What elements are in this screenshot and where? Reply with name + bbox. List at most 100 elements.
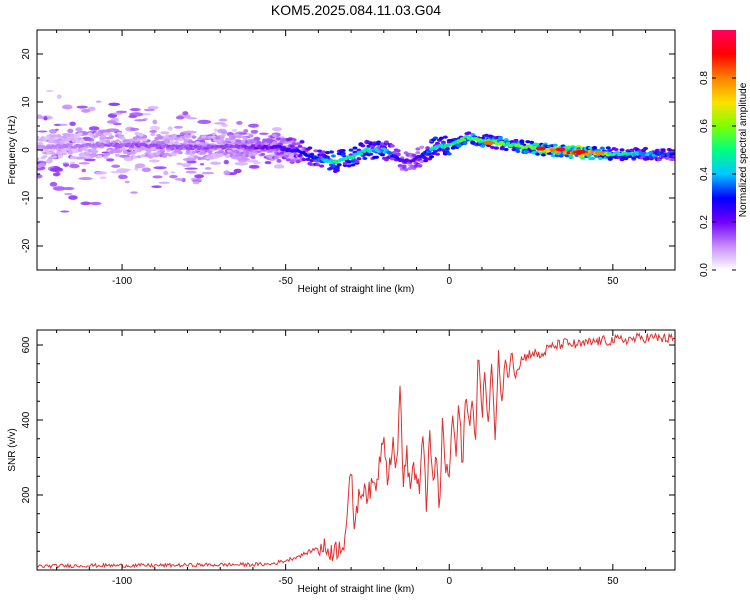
- spectrogram-noise-blob: [80, 201, 92, 206]
- spectrogram-ridge-blob: [317, 149, 323, 153]
- spectrogram-ridge-blob: [419, 159, 425, 164]
- spectrogram-ridge-blob: [446, 152, 452, 156]
- spectrogram-noise-blob: [210, 161, 221, 165]
- spectrogram-ridge-blob: [385, 155, 391, 160]
- spectrogram-ridge-blob: [352, 146, 358, 150]
- spectrogram-ridge-blob: [376, 142, 382, 146]
- spectrogram-ridge-blob: [177, 151, 183, 155]
- spectrogram-ridge-blob: [52, 155, 58, 159]
- spectrogram-noise-blob: [106, 120, 117, 124]
- spectrogram-ridge-blob: [109, 135, 115, 139]
- spectrogram-noise-blob: [160, 131, 170, 135]
- spectrogram-ridge-blob: [219, 150, 225, 154]
- spectrogram-noise-blob: [52, 172, 60, 177]
- spectrogram-ridge-blob: [38, 142, 44, 146]
- spectrogram-ridge-blob: [91, 152, 97, 157]
- spectrogram-noise-blob: [64, 192, 73, 196]
- spectrogram-ridge-blob: [132, 155, 138, 159]
- spectrogram-noise-blob: [167, 126, 173, 131]
- spectrogram-noise-blob: [185, 170, 197, 174]
- spectrogram-ridge-blob: [330, 164, 336, 168]
- spectrogram-noise-blob: [83, 158, 96, 162]
- spectrogram-ridge-blob: [566, 145, 572, 149]
- spectrogram-ridge-blob: [395, 149, 401, 153]
- spectrogram-noise-blob: [293, 152, 298, 155]
- spectrogram-ridge-blob: [207, 135, 213, 139]
- spectrogram-ridge-blob: [101, 134, 107, 139]
- spectrogram-ridge-blob: [438, 136, 444, 140]
- spectrogram-ridge-blob: [77, 132, 83, 136]
- spectrogram-noise-blob: [247, 123, 259, 128]
- spectrogram-ridge-blob: [342, 161, 348, 165]
- spectrogram-ridge-blob: [295, 142, 301, 146]
- spectrogram-noise-blob: [37, 114, 43, 119]
- spectrogram-ridge-blob: [273, 156, 279, 160]
- spectrogram-noise-blob: [158, 181, 171, 184]
- spectrogram-ridge-blob: [434, 152, 440, 156]
- spectrogram-core-blob: [492, 139, 498, 143]
- spectrogram-ridge-blob: [48, 133, 54, 138]
- spectrogram-x-tick-label: -100: [112, 276, 132, 287]
- spectrogram-ridge-blob: [211, 153, 217, 157]
- spectrogram-ridge-blob: [503, 147, 509, 152]
- spectrogram-noise-blob: [118, 168, 132, 171]
- spectrogram-ridge-blob: [58, 151, 64, 155]
- spectrogram-noise-blob: [184, 167, 198, 170]
- spectrogram-ridge-blob: [46, 151, 52, 155]
- spectrogram-noise-blob: [170, 171, 175, 174]
- spectrogram-ridge-blob: [69, 133, 75, 137]
- spectrogram-ridge-blob: [171, 135, 177, 139]
- spectrogram-x-tick-label: 50: [607, 276, 619, 287]
- spectrogram-ridge-blob: [236, 135, 242, 139]
- spectrogram-ridge-blob: [185, 150, 191, 154]
- spectrogram-ridge-blob: [199, 142, 205, 146]
- spectrogram-ridge-blob: [513, 138, 519, 143]
- colorbar-tick-label: 0.0: [699, 263, 710, 277]
- spectrogram-ridge-blob: [336, 163, 342, 167]
- spectrogram-ridge-blob: [85, 151, 91, 155]
- spectrogram-noise-blob: [46, 158, 53, 164]
- spectrogram-noise-blob: [221, 123, 228, 127]
- spectrogram-noise-blob: [197, 119, 212, 125]
- spectrogram-noise-blob: [69, 163, 80, 169]
- colorbar-tick-label: 0.8: [699, 71, 710, 85]
- spectrogram-ridge-blob: [101, 139, 107, 144]
- spectrogram-noise-blob: [124, 180, 130, 184]
- spectrogram-noise-blob: [134, 119, 147, 122]
- spectrogram-noise-blob: [60, 210, 70, 213]
- spectrogram-noise-blob: [234, 161, 249, 166]
- spectrogram-ridge-blob: [130, 151, 136, 155]
- spectrogram-x-tick-label: -50: [278, 276, 293, 287]
- spectrogram-ridge-blob: [307, 146, 313, 150]
- spectrogram-noise-blob: [173, 125, 184, 129]
- spectrogram-ridge-blob: [136, 155, 142, 159]
- spectrogram-ridge-blob: [397, 164, 403, 168]
- spectrogram-ridge-blob: [576, 144, 582, 149]
- spectrogram-noise-blob: [174, 178, 184, 181]
- spectrogram-noise-blob: [232, 128, 237, 132]
- spectrogram-ridge-blob: [283, 151, 289, 155]
- spectrogram-ridge-blob: [195, 141, 201, 145]
- spectrogram-ridge-blob: [256, 140, 262, 144]
- spectrogram-noise-blob: [49, 181, 58, 187]
- spectrogram-core-blob: [584, 152, 589, 156]
- spectrogram-noise-blob: [176, 162, 183, 165]
- spectrogram-noise-blob: [110, 170, 124, 174]
- spectrogram-ridge-blob: [360, 144, 366, 148]
- spectrogram-ridge-blob: [660, 148, 666, 152]
- spectrogram-core-blob: [461, 138, 467, 142]
- spectrogram-noise-blob: [248, 164, 260, 169]
- spectrogram-ridge-blob: [511, 148, 517, 152]
- spectrogram-ridge-blob: [299, 140, 305, 144]
- spectrogram-ridge-blob: [429, 155, 435, 159]
- snr-y-tick-label: 400: [21, 411, 32, 428]
- spectrogram-noise-blob: [50, 167, 64, 173]
- spectrogram-ridge-blob: [484, 133, 490, 138]
- spectrogram-noise-blob: [95, 100, 102, 103]
- spectrogram-ridge-blob: [60, 140, 66, 144]
- spectrogram-ridge-blob: [142, 138, 148, 142]
- chart-title: KOM5.2025.084.11.03.G04: [271, 2, 441, 18]
- spectrogram-noise-blob: [111, 164, 121, 168]
- spectrogram-ridge-blob: [93, 150, 99, 154]
- spectrogram-ridge-blob: [607, 148, 613, 152]
